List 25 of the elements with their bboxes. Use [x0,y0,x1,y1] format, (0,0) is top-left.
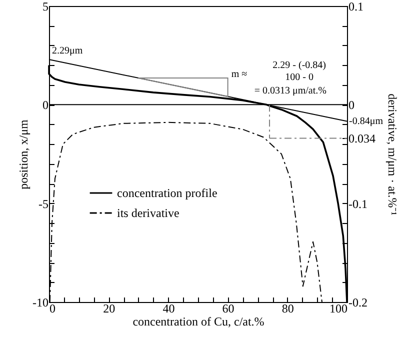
y2-tick-label: 0.034 [348,132,376,146]
annotation: 2.29 - (-0.84) [272,60,326,72]
y2-axis-title: derivative, m/μm · at.%⁻¹ [386,94,400,216]
annotation: 100 - 0 [285,72,314,84]
annotation: m ≈ [231,69,248,80]
x-tick-label: 40 [162,302,175,316]
y2-tick-label: 0.1 [348,0,364,14]
annotation: -0.84μm [349,116,384,128]
legend-label: concentration profile [117,186,218,200]
x-tick-label: 100 [330,302,348,316]
y-tick-label: 0 [42,98,48,112]
annotation: 2.29μm [52,45,83,56]
y2-tick-label: -0.1 [348,196,368,211]
x-tick-label: 20 [103,302,116,316]
y2-tick-label: 0 [348,98,354,112]
y2-tick-label: -0.2 [348,296,368,310]
annotation: = 0.0313 μm/at.% [254,85,326,96]
y-axis-title: position, x/μm [16,118,31,190]
y-tick-label: -10 [32,296,48,310]
x-tick-label: 80 [282,302,294,316]
x-axis-title: concentration of Cu, c/at.% [132,314,264,328]
y-tick-label: 5 [42,0,48,14]
y-tick-label: -5 [38,196,48,211]
x-tick-label: 60 [222,302,234,316]
legend-label: its derivative [117,206,180,220]
